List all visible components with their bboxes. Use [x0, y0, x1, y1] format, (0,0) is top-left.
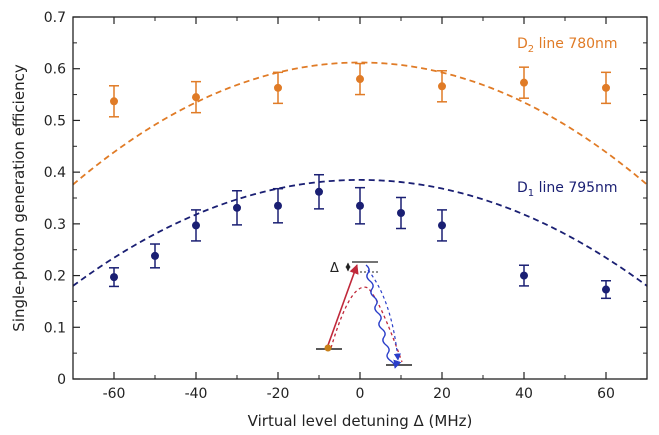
- y-tick-label: 0.2: [44, 269, 66, 285]
- x-tick-label: 60: [597, 386, 615, 402]
- y-tick-label: 0.1: [44, 320, 66, 336]
- data-points: [110, 75, 610, 294]
- data-point: [602, 285, 610, 294]
- data-point: [438, 221, 446, 230]
- x-tick-label: 40: [515, 386, 533, 402]
- series-label: D2 line 780nm: [517, 36, 618, 55]
- data-point: [110, 97, 118, 106]
- data-point: [192, 93, 200, 102]
- data-point: [397, 208, 405, 217]
- fit-curves: [72, 61, 648, 287]
- x-tick-label: -60: [103, 386, 126, 402]
- y-axis-label: Single-photon generation efficiency: [10, 64, 28, 332]
- inset-detuning-label: Δ: [330, 261, 339, 276]
- series-label: D1 line 795nm: [517, 180, 618, 199]
- x-tick-label: -20: [267, 386, 290, 402]
- data-point: [520, 271, 528, 280]
- x-tick-label: -40: [185, 386, 208, 402]
- atom-dot: [324, 344, 332, 352]
- cavity-dashed-path: [330, 286, 403, 363]
- data-point: [520, 78, 528, 87]
- y-tick-label: 0.7: [44, 10, 66, 26]
- x-tick-label: 20: [433, 386, 451, 402]
- blue-dashed-path: [367, 269, 401, 361]
- fit-curve: [72, 178, 648, 287]
- x-axis-label: Virtual level detuning Δ (MHz): [248, 412, 473, 430]
- y-tick-label: 0: [57, 372, 66, 388]
- y-tick-label: 0.5: [44, 113, 66, 129]
- data-point: [151, 251, 159, 260]
- data-point: [274, 201, 282, 210]
- data-point: [192, 221, 200, 230]
- data-point: [602, 83, 610, 92]
- data-point: [438, 82, 446, 91]
- data-point: [356, 75, 364, 84]
- data-point: [315, 187, 323, 196]
- data-point: [274, 83, 282, 92]
- data-point: [356, 201, 364, 210]
- y-axis-ticks: 0 0.1 0.2 0.3 0.4 0.5 0.6 0.7: [44, 10, 647, 388]
- energy-level-inset: Δ: [316, 261, 412, 369]
- y-tick-label: 0.3: [44, 217, 66, 233]
- data-point: [110, 273, 118, 282]
- data-point: [233, 203, 241, 212]
- x-tick-label: 0: [356, 386, 365, 402]
- y-tick-label: 0.4: [44, 165, 66, 181]
- series-labels: D2 line 780nm D1 line 795nm: [517, 36, 618, 199]
- y-tick-label: 0.6: [44, 62, 66, 78]
- x-axis-ticks: -60 -40 -20 0 20 40 60: [72, 17, 648, 402]
- photon-emission-wavy: [365, 264, 402, 369]
- pump-arrow: [326, 264, 359, 349]
